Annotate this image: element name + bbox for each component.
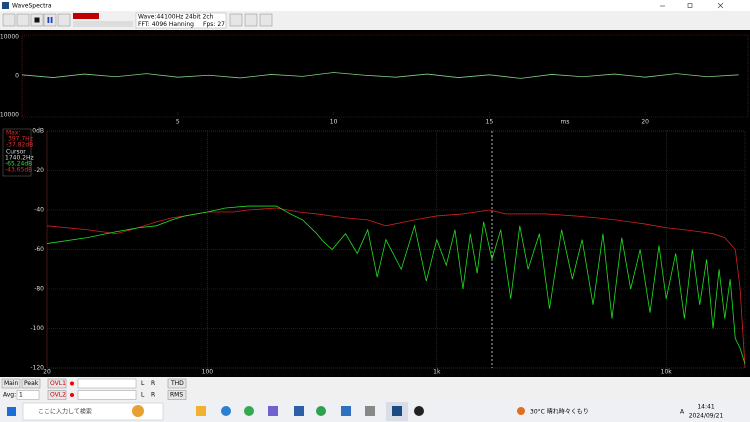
r2: R <box>151 392 155 399</box>
open-button[interactable] <box>2 13 16 27</box>
level-meter <box>73 13 99 19</box>
legend-cursor-title: Cursor <box>6 149 26 156</box>
legend-cursor-db: -65.24dB <box>5 161 32 168</box>
window-title: WaveSpectra <box>12 3 52 10</box>
x-tick-label: 5 <box>176 119 180 126</box>
app-icon <box>2 2 9 9</box>
rms-button[interactable] <box>167 390 187 400</box>
ovl1-led <box>70 381 74 386</box>
clock-time: 14:41 <box>697 404 714 411</box>
title-bar <box>0 0 750 11</box>
y-tick-label: -60 <box>34 246 44 253</box>
stop-icon <box>34 17 40 23</box>
series-line <box>46 205 746 365</box>
peak-label: Peak <box>24 380 39 387</box>
thd-button[interactable] <box>167 378 187 389</box>
legend-box <box>2 128 32 177</box>
fft-setting: FFT: 4096 Hanning <box>138 21 194 28</box>
rms-label: RMS <box>170 392 183 399</box>
x-tick-label: 20 <box>43 369 51 376</box>
info-box <box>135 12 227 29</box>
clock-date: 2024/09/21 <box>689 413 724 420</box>
pause-icon <box>47 17 50 23</box>
legend-cursor-freq: 1740.2Hz <box>5 155 34 162</box>
wave-format: Wave:44100Hz 24bit 2ch <box>138 14 214 21</box>
record-button[interactable] <box>57 13 71 27</box>
x-tick-label: 10 <box>330 119 338 126</box>
y-tick-label: 10000 <box>0 34 19 41</box>
y-tick-label: -120 <box>30 365 44 372</box>
level-meter <box>73 21 133 27</box>
tool-button[interactable] <box>244 13 258 27</box>
avg-select[interactable] <box>16 390 40 400</box>
x-axis-label: ms <box>561 119 570 126</box>
legend-max-db: -37.82dB <box>6 142 33 149</box>
ovl2-field <box>77 390 137 400</box>
legend-max-title: Max: <box>6 130 20 137</box>
ovl2-button[interactable] <box>47 390 67 400</box>
search-box[interactable] <box>22 402 164 421</box>
save-button[interactable] <box>16 13 30 27</box>
y-tick-label: -10000 <box>0 112 19 119</box>
weather: 30°C 晴れ時々くもり <box>530 408 589 416</box>
taskbar-app[interactable] <box>196 406 206 416</box>
series-line <box>46 207 746 369</box>
ovl1-button[interactable] <box>47 378 67 389</box>
y-tick-label: -20 <box>34 167 44 174</box>
fps: Fps: 27 <box>203 21 225 28</box>
y-tick-label: -100 <box>30 325 44 332</box>
close[interactable] <box>717 2 724 9</box>
search-placeholder: ここに入力して検索 <box>38 408 92 416</box>
taskbar-app[interactable] <box>414 406 424 416</box>
thd-label: THD <box>170 380 184 387</box>
taskbar-app[interactable] <box>294 406 304 416</box>
peak-button[interactable] <box>21 378 41 389</box>
ime: A <box>680 409 685 416</box>
ovl1-label: OVL1 <box>50 380 66 387</box>
legend-cursor-db-max: -43.65dB <box>5 167 32 174</box>
r1: R <box>151 380 155 387</box>
l2: L <box>141 392 145 399</box>
pause-icon <box>50 17 53 23</box>
x-tick-label: 1k <box>433 369 441 376</box>
taskbar-app[interactable] <box>221 406 231 416</box>
taskbar-app[interactable] <box>392 406 402 416</box>
ovl2-led <box>70 393 74 397</box>
main-label: Main <box>4 380 19 387</box>
weather-icon <box>517 407 525 415</box>
waveform-panel <box>0 30 750 127</box>
maximize[interactable] <box>687 3 693 8</box>
l1: L <box>141 380 145 387</box>
avg-value: 1 <box>19 392 23 399</box>
taskbar-app[interactable] <box>341 406 351 416</box>
taskbar-app[interactable] <box>244 406 254 416</box>
legend-max-freq: 397.7Hz <box>8 136 33 143</box>
ovl2-label: OVL2 <box>50 392 66 399</box>
tool-button[interactable] <box>229 13 243 27</box>
ovl1-field <box>77 378 137 389</box>
main-button[interactable] <box>1 378 21 389</box>
tool-button[interactable] <box>259 13 273 27</box>
x-tick-label: 15 <box>486 119 494 126</box>
x-tick-label: 20 <box>641 119 649 126</box>
y-tick-label: 0dB <box>32 128 44 135</box>
taskbar-app[interactable] <box>268 406 278 416</box>
spectrum-panel <box>0 127 750 377</box>
x-tick-label: 10k <box>661 369 673 376</box>
start-button[interactable] <box>7 407 16 416</box>
search-highlight <box>132 405 144 417</box>
y-tick-label: 0 <box>15 73 19 80</box>
taskbar-app[interactable] <box>316 406 326 416</box>
toolbar <box>0 11 750 30</box>
series-line <box>21 72 739 79</box>
x-tick-label: 100 <box>202 369 214 376</box>
avg-label: Avg: <box>3 392 16 399</box>
y-tick-label: -40 <box>34 207 44 214</box>
pause-button[interactable] <box>43 13 57 27</box>
taskbar-app[interactable] <box>365 406 375 416</box>
y-tick-label: -80 <box>34 286 44 293</box>
